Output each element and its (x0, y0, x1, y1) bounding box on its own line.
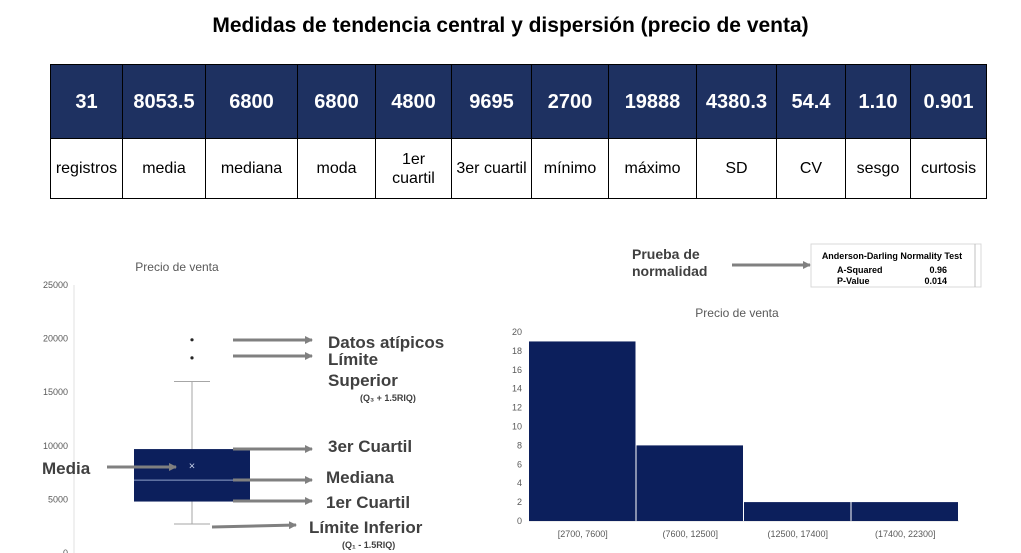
label-limite-inferior-formula: (Q₁ - 1.5RIQ) (342, 540, 395, 550)
histogram-bar (636, 445, 743, 521)
histogram-y-tick-label: 8 (517, 440, 522, 450)
boxplot-title: Precio de venta (135, 260, 219, 274)
stat-value: 54.4 (776, 64, 846, 139)
histogram-x-tick-label: [2700, 7600] (558, 529, 608, 539)
boxplot-outlier-point (190, 356, 194, 360)
histogram-x-tick-label: (7600, 12500] (662, 529, 718, 539)
histogram-bar (529, 341, 636, 521)
histogram-y-tick-label: 2 (517, 497, 522, 507)
stat-value: 6800 (205, 64, 298, 139)
histogram-y-tick-label: 20 (512, 327, 522, 337)
label-limite-inferior: Límite Inferior (309, 518, 423, 537)
histogram-y-tick-label: 12 (512, 403, 522, 413)
stat-label: moda (297, 138, 376, 199)
histogram-title: Precio de venta (695, 306, 779, 320)
boxplot-mean-marker: × (189, 461, 195, 473)
stat-value: 0.901 (910, 64, 987, 139)
histogram-y-tick-label: 10 (512, 422, 522, 432)
normality-label: P-Value (837, 276, 870, 286)
histogram-y-tick-label: 6 (517, 459, 522, 469)
histogram-bar (851, 502, 958, 521)
boxplot-y-axis: 0 5000 10000 15000 20000 25000 (43, 280, 75, 553)
page-title: Medidas de tendencia central y dispersió… (212, 14, 809, 37)
histogram-y-tick-label: 18 (512, 346, 522, 356)
histogram-y-tick-label: 16 (512, 365, 522, 375)
label-limite-superior-1: Límite (328, 350, 378, 369)
normality-value: 0.014 (924, 276, 947, 286)
histogram-x-tick-label: (12500, 17400] (767, 529, 828, 539)
normality-test-box (810, 243, 982, 288)
label-limite-superior-2: Superior (328, 371, 398, 390)
stat-value: 4380.3 (696, 64, 777, 139)
histogram-x-axis: [2700, 7600] (7600, 12500] (12500, 17400] (… (558, 529, 936, 539)
stat-label: 1er cuartil (375, 138, 452, 199)
histogram-x-tick-label: (17400, 22300] (875, 529, 936, 539)
normality-test-title: Anderson-Darling Normality Test (822, 251, 962, 261)
histogram-y-tick-label: 14 (512, 384, 522, 394)
boxplot-y-tick-label: 20000 (43, 334, 68, 344)
label-limite-superior-formula: (Q₃ + 1.5RIQ) (360, 393, 416, 403)
histogram-y-tick-label: 4 (517, 478, 522, 488)
histogram-chart: Precio de venta 0 2 4 6 8 10 12 14 16 18 20 [2700,… (512, 306, 959, 539)
boxplot-outliers (190, 338, 194, 360)
stat-label: CV (776, 138, 846, 199)
stat-label: mínimo (531, 138, 609, 199)
stat-value: 8053.5 (122, 64, 206, 139)
stat-label: SD (696, 138, 777, 199)
stat-label: 3er cuartil (451, 138, 532, 199)
histogram-y-tick-label: 0 (517, 516, 522, 526)
stat-label: media (122, 138, 206, 199)
histogram-bars (529, 341, 958, 521)
stat-value: 6800 (297, 64, 376, 139)
label-primer-cuartil: 1er Cuartil (326, 493, 410, 512)
stats-labels-row: registros media mediana moda 1er cuartil… (50, 138, 987, 199)
stat-label: registros (50, 138, 123, 199)
stat-label: sesgo (845, 138, 911, 199)
stat-value: 31 (50, 64, 123, 139)
boxplot-y-tick-label: 0 (63, 548, 68, 553)
histogram-bar (744, 502, 851, 521)
annotation-labels: Datos atípicos Límite Superior (Q₃ + 1.5… (42, 246, 707, 550)
boxplot-y-tick-label: 25000 (43, 280, 68, 290)
stat-label: mediana (205, 138, 298, 199)
stat-value: 1.10 (845, 64, 911, 139)
stats-table: 31 8053.5 6800 6800 4800 9695 2700 19888… (50, 64, 987, 199)
normality-label: A-Squared (837, 265, 883, 275)
normality-value: 0.96 (929, 265, 947, 275)
stats-values-row: 31 8053.5 6800 6800 4800 9695 2700 19888… (50, 64, 987, 139)
label-tercer-cuartil: 3er Cuartil (328, 437, 412, 456)
label-media: Media (42, 459, 91, 478)
stat-label: máximo (608, 138, 697, 199)
label-mediana: Mediana (326, 468, 395, 487)
boxplot-y-tick-label: 10000 (43, 441, 68, 451)
stat-value: 2700 (531, 64, 609, 139)
histogram-y-axis: 0 2 4 6 8 10 12 14 16 18 20 (512, 327, 959, 526)
boxplot-box (134, 449, 250, 502)
stat-value: 19888 (608, 64, 697, 139)
label-datos-atipicos: Datos atípicos (328, 333, 444, 352)
label-prueba-1: Prueba de (632, 246, 700, 262)
stat-value: 9695 (451, 64, 532, 139)
boxplot-outlier-point (190, 338, 194, 342)
boxplot-y-tick-label: 15000 (43, 387, 68, 397)
arrow-limite-inferior (211, 521, 297, 530)
label-prueba-2: normalidad (632, 263, 707, 279)
boxplot-y-tick-label: 5000 (48, 494, 68, 504)
normality-test-panel: Anderson-Darling Normality Test A-Square… (810, 243, 982, 288)
stat-value: 4800 (375, 64, 452, 139)
stat-label: curtosis (910, 138, 987, 199)
boxplot-chart: Precio de venta 0 5000 10000 15000 20000 2500… (43, 260, 250, 553)
annotation-arrows (107, 261, 811, 530)
